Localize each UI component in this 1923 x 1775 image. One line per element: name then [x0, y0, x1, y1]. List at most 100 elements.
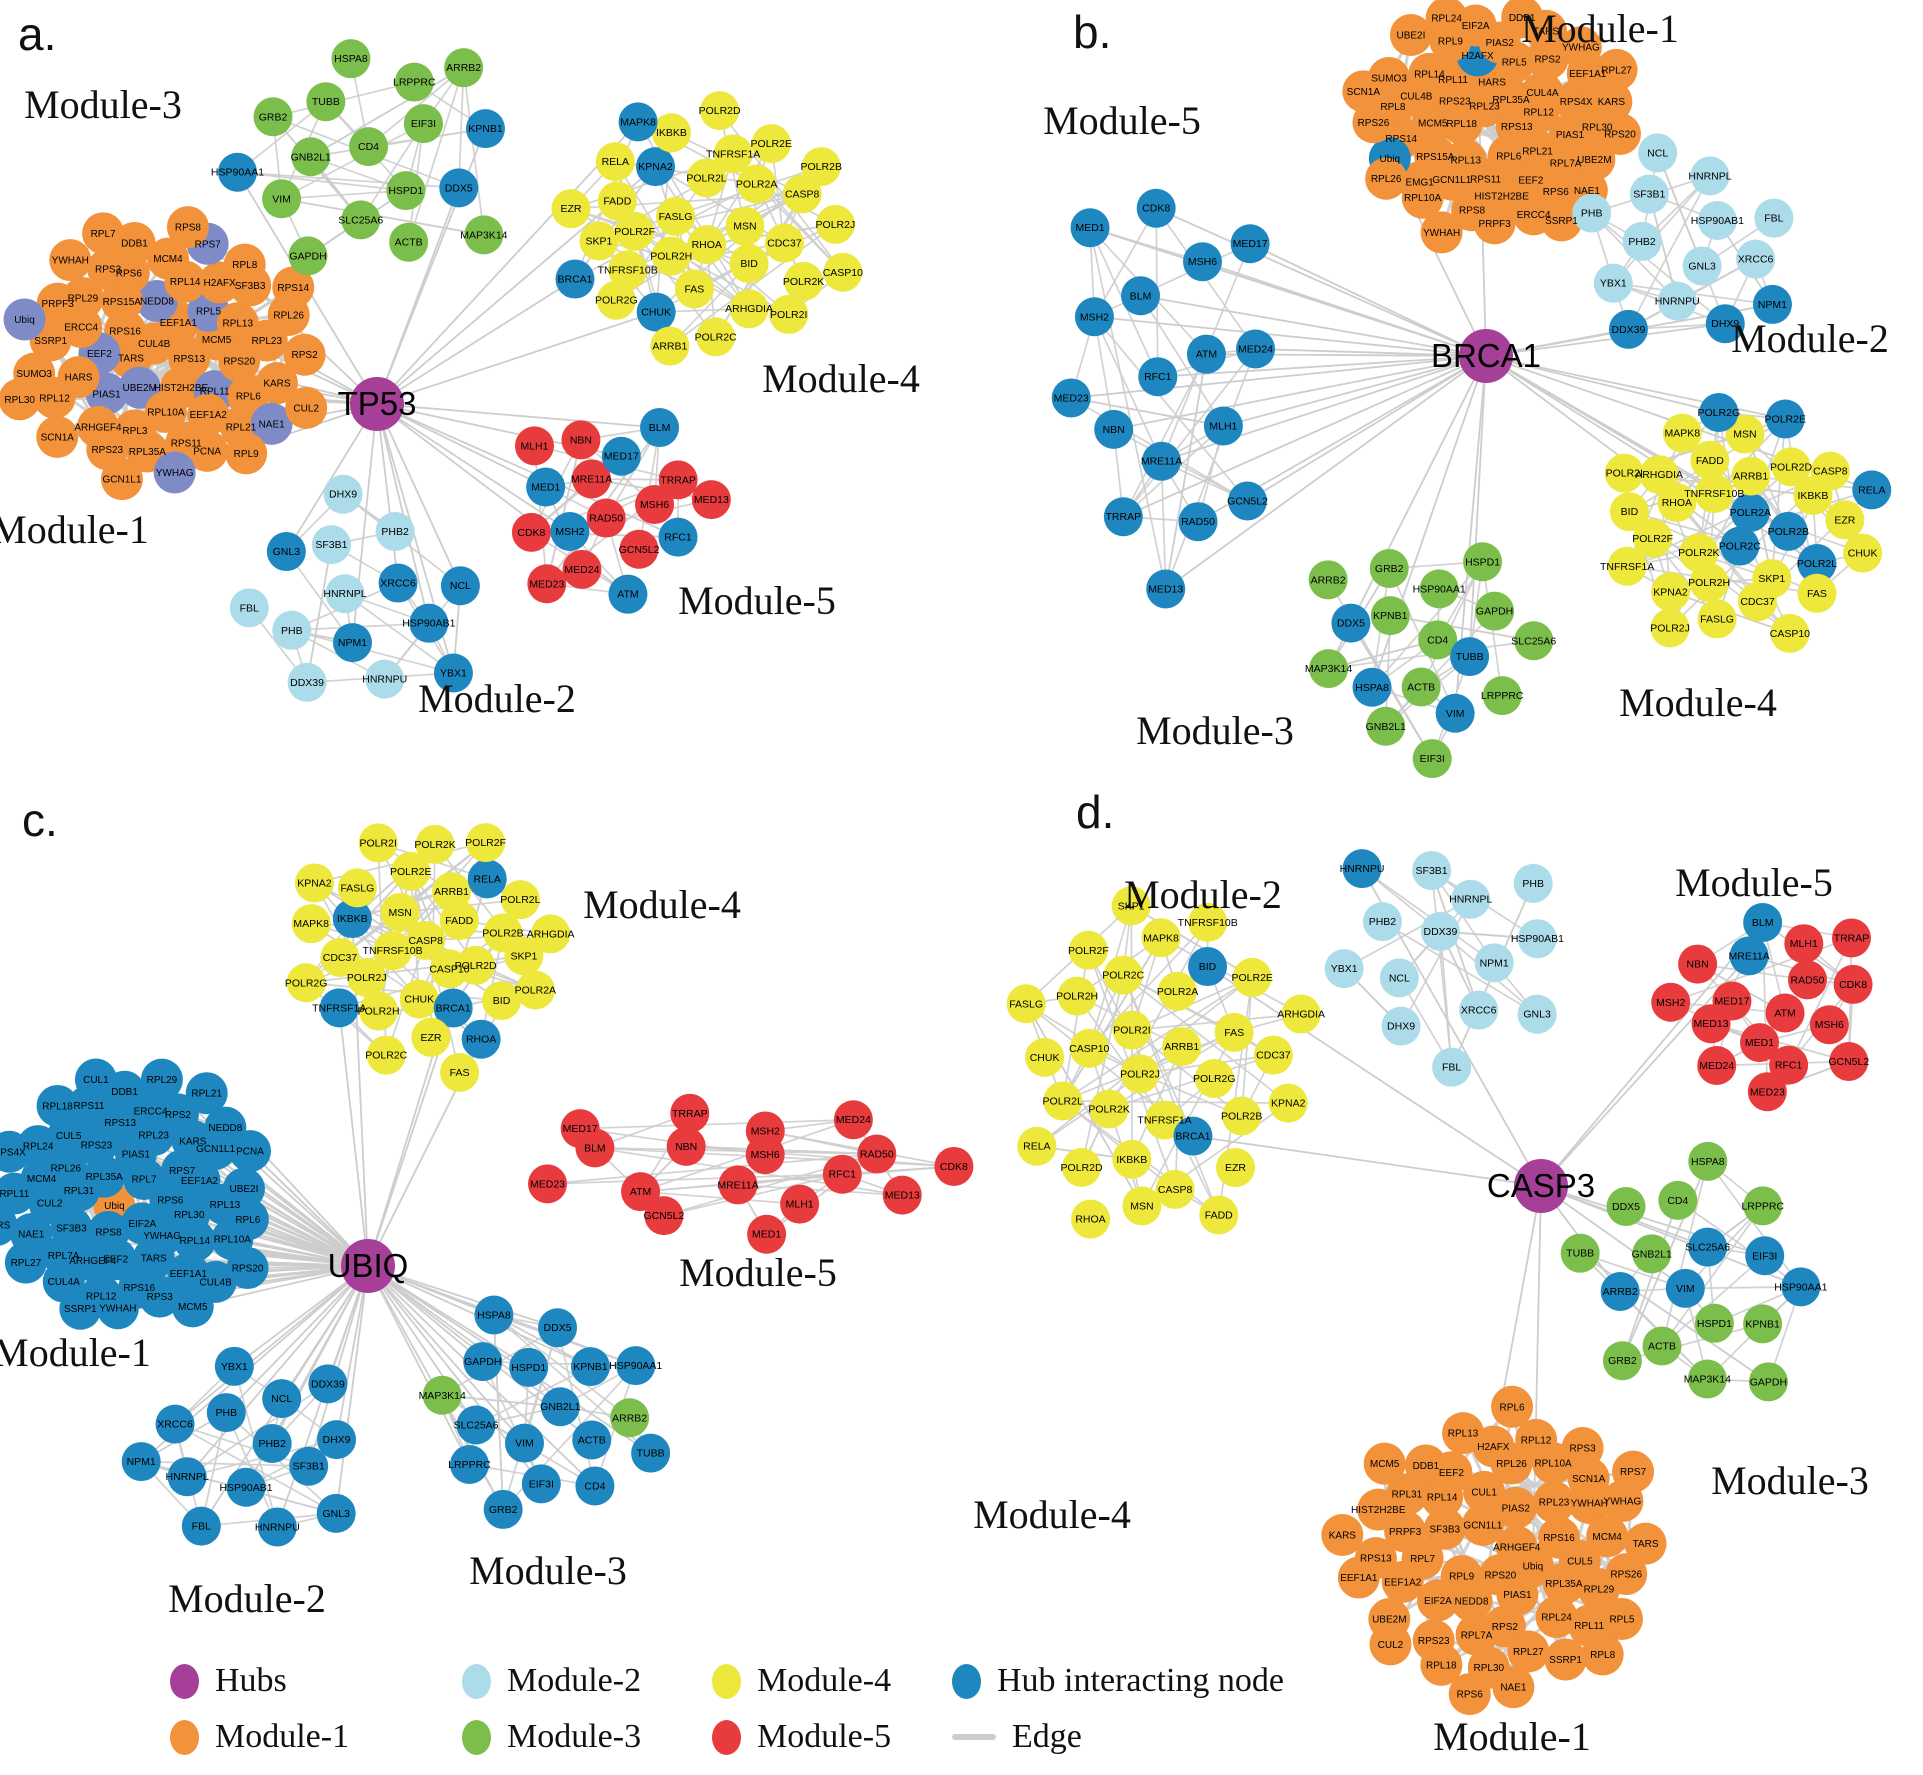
- node-FBL[interactable]: [1432, 1047, 1472, 1087]
- node-KPNA2[interactable]: [635, 147, 675, 187]
- node-RPL29[interactable]: [140, 1058, 183, 1101]
- node-GNL3[interactable]: [316, 1493, 356, 1533]
- node-RHOA[interactable]: [1657, 482, 1697, 522]
- node-KPNA2[interactable]: [1651, 572, 1691, 612]
- node-MLH1[interactable]: [1203, 406, 1243, 446]
- node-POLR2H[interactable]: [651, 236, 691, 276]
- node-FBL[interactable]: [229, 588, 269, 628]
- node-GNB2L1[interactable]: [540, 1387, 580, 1427]
- node-POLR2I[interactable]: [769, 294, 809, 334]
- node-BLM[interactable]: [1121, 276, 1161, 316]
- node-HSPA8[interactable]: [474, 1295, 514, 1335]
- node-HNRNPL[interactable]: [1451, 879, 1491, 919]
- hub-node-BRCA1[interactable]: [1459, 329, 1513, 383]
- node-GAPDH[interactable]: [1748, 1362, 1788, 1402]
- node-MRE11A[interactable]: [1729, 936, 1769, 976]
- node-PHB2[interactable]: [1622, 221, 1662, 261]
- node-DHX9[interactable]: [1705, 304, 1745, 344]
- node-RPS7[interactable]: [1612, 1450, 1655, 1493]
- node-GRB2[interactable]: [253, 97, 293, 137]
- node-MCM5[interactable]: [171, 1285, 214, 1328]
- node-MED17[interactable]: [1230, 224, 1270, 264]
- node-MSH2[interactable]: [1074, 297, 1114, 337]
- node-RFC1[interactable]: [658, 517, 698, 557]
- node-IKBKB[interactable]: [651, 113, 691, 153]
- node-MLH1[interactable]: [780, 1184, 820, 1224]
- node-POLR2D[interactable]: [456, 945, 496, 985]
- node-SF3B1[interactable]: [289, 1446, 329, 1486]
- node-GNL3[interactable]: [1517, 994, 1557, 1034]
- node-HNRNPU[interactable]: [257, 1507, 297, 1547]
- node-SLC25A6[interactable]: [456, 1405, 496, 1445]
- node-TNFRSF10B[interactable]: [608, 250, 648, 290]
- node-NCL[interactable]: [440, 566, 480, 606]
- node-PIAS1[interactable]: [1496, 1573, 1539, 1616]
- node-RPS3[interactable]: [138, 1275, 181, 1318]
- node-ARRB1[interactable]: [650, 326, 690, 366]
- node-POLR2L[interactable]: [1043, 1081, 1083, 1121]
- node-GRB2[interactable]: [1602, 1341, 1642, 1381]
- node-RPS3[interactable]: [87, 247, 130, 290]
- node-POLR2H[interactable]: [1057, 976, 1097, 1016]
- node-DDB1[interactable]: [1501, 0, 1544, 39]
- node-XRCC6[interactable]: [1736, 239, 1776, 279]
- node-MED24[interactable]: [562, 549, 602, 589]
- node-RHOA[interactable]: [461, 1019, 501, 1059]
- node-RPL10A[interactable]: [144, 390, 187, 433]
- node-BLM[interactable]: [1743, 903, 1783, 943]
- node-FASLG[interactable]: [656, 196, 696, 236]
- node-BID[interactable]: [1188, 947, 1228, 987]
- node-CD4[interactable]: [575, 1466, 615, 1506]
- node-KARS[interactable]: [1321, 1514, 1364, 1557]
- node-POLR2K[interactable]: [1089, 1089, 1129, 1129]
- node-POLR2D[interactable]: [1771, 447, 1811, 487]
- node-RPS20[interactable]: [226, 1247, 269, 1290]
- node-MED17[interactable]: [601, 436, 641, 476]
- node-MSN[interactable]: [1122, 1186, 1162, 1226]
- node-CHUK[interactable]: [1025, 1037, 1065, 1077]
- node-GCN1L1[interactable]: [1461, 1504, 1504, 1547]
- node-TNFRSF10B[interactable]: [1694, 474, 1734, 514]
- node-PHB[interactable]: [272, 610, 312, 650]
- node-NPM1[interactable]: [1752, 284, 1792, 324]
- node-DDX39[interactable]: [1420, 911, 1460, 951]
- node-PHB[interactable]: [206, 1393, 246, 1433]
- node-NCL[interactable]: [1638, 133, 1678, 173]
- node-EIF3I[interactable]: [1412, 739, 1452, 779]
- node-YBX1[interactable]: [1324, 949, 1364, 989]
- node-SF3B1[interactable]: [1629, 174, 1669, 214]
- node-GCN5L2[interactable]: [1829, 1041, 1869, 1081]
- node-POLR2B[interactable]: [1222, 1096, 1262, 1136]
- node-ACTB[interactable]: [1642, 1326, 1682, 1366]
- node-FASLG[interactable]: [1006, 984, 1046, 1024]
- node-UBE2I[interactable]: [222, 1167, 265, 1210]
- node-HSP90AA1[interactable]: [1419, 569, 1459, 609]
- node-HSPD1[interactable]: [386, 171, 426, 211]
- node-FAS[interactable]: [1797, 573, 1837, 613]
- node-HSP90AB1[interactable]: [1697, 200, 1737, 240]
- node-CUL1[interactable]: [1463, 1470, 1506, 1513]
- node-KARS[interactable]: [1590, 80, 1633, 123]
- node-EZR[interactable]: [1216, 1148, 1256, 1188]
- node-RAD50[interactable]: [857, 1134, 897, 1174]
- node-HSPA8[interactable]: [1352, 667, 1392, 707]
- node-POLR2F[interactable]: [466, 823, 506, 863]
- node-VIM[interactable]: [504, 1423, 544, 1463]
- node-EZR[interactable]: [551, 189, 591, 229]
- node-MAPK8[interactable]: [1662, 413, 1702, 453]
- node-FASLG[interactable]: [1697, 599, 1737, 639]
- node-RHOA[interactable]: [1071, 1199, 1111, 1239]
- node-IKBKB[interactable]: [1112, 1139, 1152, 1179]
- node-ARRB1[interactable]: [1162, 1027, 1202, 1067]
- node-RPS6[interactable]: [1448, 1673, 1491, 1716]
- node-YWHAG[interactable]: [153, 451, 196, 494]
- node-HNRNPL[interactable]: [1690, 156, 1730, 196]
- node-TNFRSF1A[interactable]: [713, 134, 753, 174]
- node-GRB2[interactable]: [483, 1489, 523, 1529]
- node-HNRNPU[interactable]: [1342, 849, 1382, 889]
- node-TNFRSF10B[interactable]: [1188, 902, 1228, 942]
- node-GCN5L2[interactable]: [619, 529, 659, 569]
- node-BID[interactable]: [482, 981, 522, 1021]
- node-LRPPRC[interactable]: [394, 62, 434, 102]
- node-POLR2K[interactable]: [1679, 533, 1719, 573]
